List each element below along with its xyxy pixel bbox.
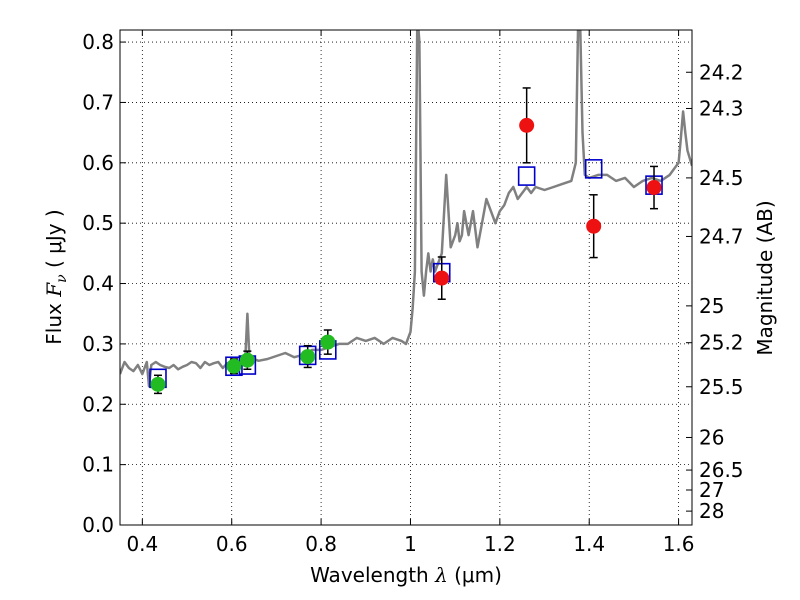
x-tick-label: 1	[404, 532, 417, 556]
x-axis-label-prefix: Wavelength	[310, 563, 435, 587]
y-axis-label-symbol: F	[42, 282, 66, 298]
right-tick-label: 24.7	[699, 224, 744, 248]
right-tick-label: 24.5	[699, 166, 744, 190]
green-data-point	[150, 376, 166, 392]
right-tick-label: 28	[699, 499, 724, 523]
green-data-point	[320, 334, 336, 350]
y-axis-label-subscript: ν	[54, 274, 70, 283]
red-data-point	[519, 117, 535, 133]
model-square	[517, 166, 536, 186]
x-tick-label: 0.4	[126, 532, 158, 556]
right-tick-label: 26	[699, 425, 724, 449]
green-data-point	[239, 352, 255, 368]
x-tick-label: 0.6	[216, 532, 248, 556]
green-data-point	[300, 349, 316, 365]
model-square	[584, 159, 603, 179]
x-tick-label: 1.6	[663, 532, 695, 556]
y-axis-label-prefix: Flux	[42, 297, 66, 345]
x-axis-label-symbol: λ	[434, 563, 448, 587]
green-data-point	[226, 358, 242, 374]
right-tick-label: 24.3	[699, 96, 744, 120]
y-tick-label: 0.5	[82, 211, 114, 235]
x-tick-label: 0.8	[305, 532, 337, 556]
right-tick-label: 25	[699, 294, 724, 318]
model-square	[225, 356, 243, 377]
spectrum-line	[120, 30, 692, 388]
x-tick-label: 1.4	[573, 532, 605, 556]
y-axis-label-unit: ( μJy )	[42, 209, 66, 274]
axis-ticks: 0.4 0.6 0.8 1 1.2 1.4 1.6 0.0 0.1 0.2 0.3 0.4 0.5 0.6…	[82, 30, 744, 556]
y-tick-label: 0.6	[82, 151, 114, 175]
right-tick-label: 25.2	[699, 331, 744, 355]
plot-area	[120, 30, 692, 395]
x-axis-label: Wavelength λ (μm)	[310, 563, 502, 587]
y-tick-label: 0.3	[82, 332, 114, 356]
plot-frame	[119, 29, 693, 526]
grid-lines	[120, 30, 692, 526]
y-tick-label: 0.8	[82, 30, 114, 54]
y-tick-label: 0.2	[82, 392, 114, 416]
y-tick-label: 0.4	[82, 272, 114, 296]
red-data-point	[434, 270, 450, 286]
red-data-point	[586, 218, 602, 234]
y-axis-label: Flux Fν ( μJy )	[42, 209, 70, 344]
y-tick-label: 0.7	[82, 90, 114, 114]
right-tick-label: 25.5	[699, 375, 744, 399]
red-data-point	[646, 180, 662, 196]
y-tick-label: 0.0	[82, 513, 114, 537]
x-axis-label-unit: (μm)	[448, 563, 502, 587]
right-axis-label: Magnitude (AB)	[753, 200, 777, 355]
right-tick-label: 27	[699, 478, 724, 502]
right-tick-label: 24.2	[699, 60, 744, 84]
right-tick-label: 26.5	[699, 458, 744, 482]
x-tick-label: 1.2	[484, 532, 516, 556]
y-tick-label: 0.1	[82, 453, 114, 477]
